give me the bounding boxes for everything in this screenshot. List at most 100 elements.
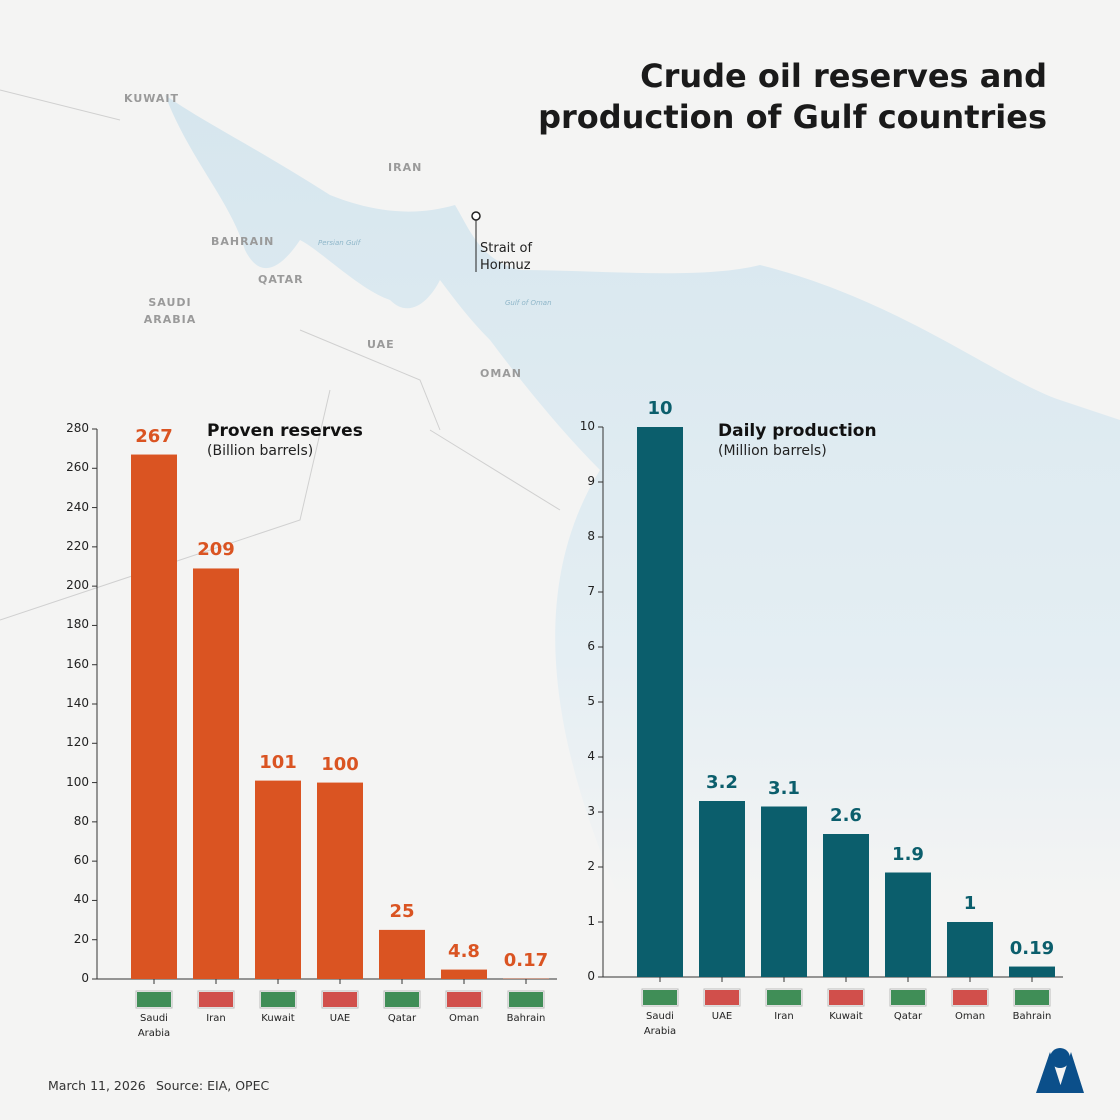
map-label: SAUDI ARABIA [143,296,197,326]
hormuz-marker [471,211,481,221]
value-label: 3.1 [768,777,800,799]
x-tick-label: Qatar [893,1011,923,1022]
map-label: OMAN [480,367,523,380]
chart-title: Proven reserves [207,421,363,441]
x-tick-label: Bahrain [506,1013,546,1024]
y-tick-label: 200 [66,578,89,593]
chart-subtitle: (Billion barrels) [207,443,314,459]
value-label: 100 [321,753,359,775]
y-tick-label: 0 [81,971,89,985]
value-label: 2.6 [830,805,862,826]
value-label: 1.9 [892,843,924,865]
y-tick-label: 2 [587,859,595,873]
bar [761,806,807,977]
value-label: 267 [135,425,173,447]
x-tick-label: Oman [954,1011,986,1022]
bar [379,929,425,979]
y-tick-label: 7 [587,584,595,598]
flag-band [509,992,543,1007]
value-label: 3.2 [706,772,738,793]
bar [947,922,993,977]
map-label: KUWAIT [124,92,180,105]
x-tick-label: Kuwait [829,1011,863,1022]
map-label: QATAR [258,273,304,286]
aa-logo [1036,1048,1084,1093]
x-tick-label: Saudi Arabia [643,1011,677,1037]
y-tick-label: 160 [66,656,89,671]
y-tick-label: 280 [66,421,89,435]
y-tick-label: 0 [587,969,595,983]
y-tick-label: 220 [66,538,89,553]
flag-band [829,990,863,1005]
x-tick-label: Oman [448,1013,480,1024]
y-tick-label: 3 [587,804,595,818]
value-label: 25 [389,900,415,922]
y-tick-label: 260 [66,460,89,475]
map-label: UAE [367,338,395,351]
bar [823,834,869,977]
value-label: 101 [259,751,297,773]
y-tick-label: 10 [579,419,595,433]
flag-band [767,990,801,1005]
flag-band [323,992,357,1007]
value-label: 209 [197,539,235,561]
x-tick-label: Iran [774,1011,794,1022]
y-tick-label: 80 [73,813,89,828]
y-tick-label: 8 [587,529,595,543]
y-tick-label: 20 [73,931,89,946]
y-tick-label: 9 [587,474,595,488]
flag-band [261,992,295,1007]
border-lines [0,89,561,621]
y-tick-label: 120 [66,735,89,750]
bar [885,872,931,977]
x-tick-label: Saudi Arabia [137,1013,171,1039]
y-tick-label: 4 [587,749,595,763]
flag-band [891,990,925,1005]
y-tick-label: 5 [587,694,595,708]
sea-label: Persian Gulf [318,239,361,247]
flag-band [385,992,419,1007]
flag-band [705,990,739,1005]
flag-band [199,992,233,1007]
y-tick-label: 180 [66,617,89,632]
flag-band [447,992,481,1007]
value-label: 10 [647,398,673,419]
map-label: BAHRAIN [211,235,275,248]
bar [1009,966,1055,977]
bar [441,969,487,979]
value-label: 0.17 [503,949,549,971]
sea-label: Gulf of Oman [505,299,552,307]
bar [699,801,745,977]
value-label: 1 [963,893,977,914]
x-tick-label: Bahrain [1012,1011,1052,1022]
bar [637,427,683,977]
x-tick-label: UAE [711,1011,733,1022]
y-tick-label: 1 [587,914,595,928]
flag-band [137,992,171,1007]
y-tick-label: 40 [73,892,89,907]
y-tick-label: 100 [66,774,89,789]
main-title: Crude oil reserves and production of Gul… [538,57,1047,136]
footer-date: March 11, 2026 [48,1078,146,1093]
y-tick-label: 140 [66,696,89,710]
x-tick-label: Kuwait [261,1013,295,1024]
flag-band [1015,990,1049,1005]
flag-band [953,990,987,1005]
y-tick-label: 60 [73,853,89,868]
y-tick-label: 240 [66,499,89,514]
flag-band [643,990,677,1005]
bar [255,780,301,979]
x-tick-label: UAE [329,1013,351,1024]
value-label: 0.19 [1009,937,1055,959]
value-label: 4.8 [448,940,480,962]
bar [317,782,363,979]
map-label: IRAN [388,161,423,174]
bar [193,568,239,979]
chart-title: Daily production [718,421,877,441]
chart-subtitle: (Million barrels) [718,443,827,459]
y-tick-label: 6 [587,639,595,653]
x-tick-label: Iran [206,1013,226,1024]
x-tick-label: Qatar [387,1013,417,1024]
